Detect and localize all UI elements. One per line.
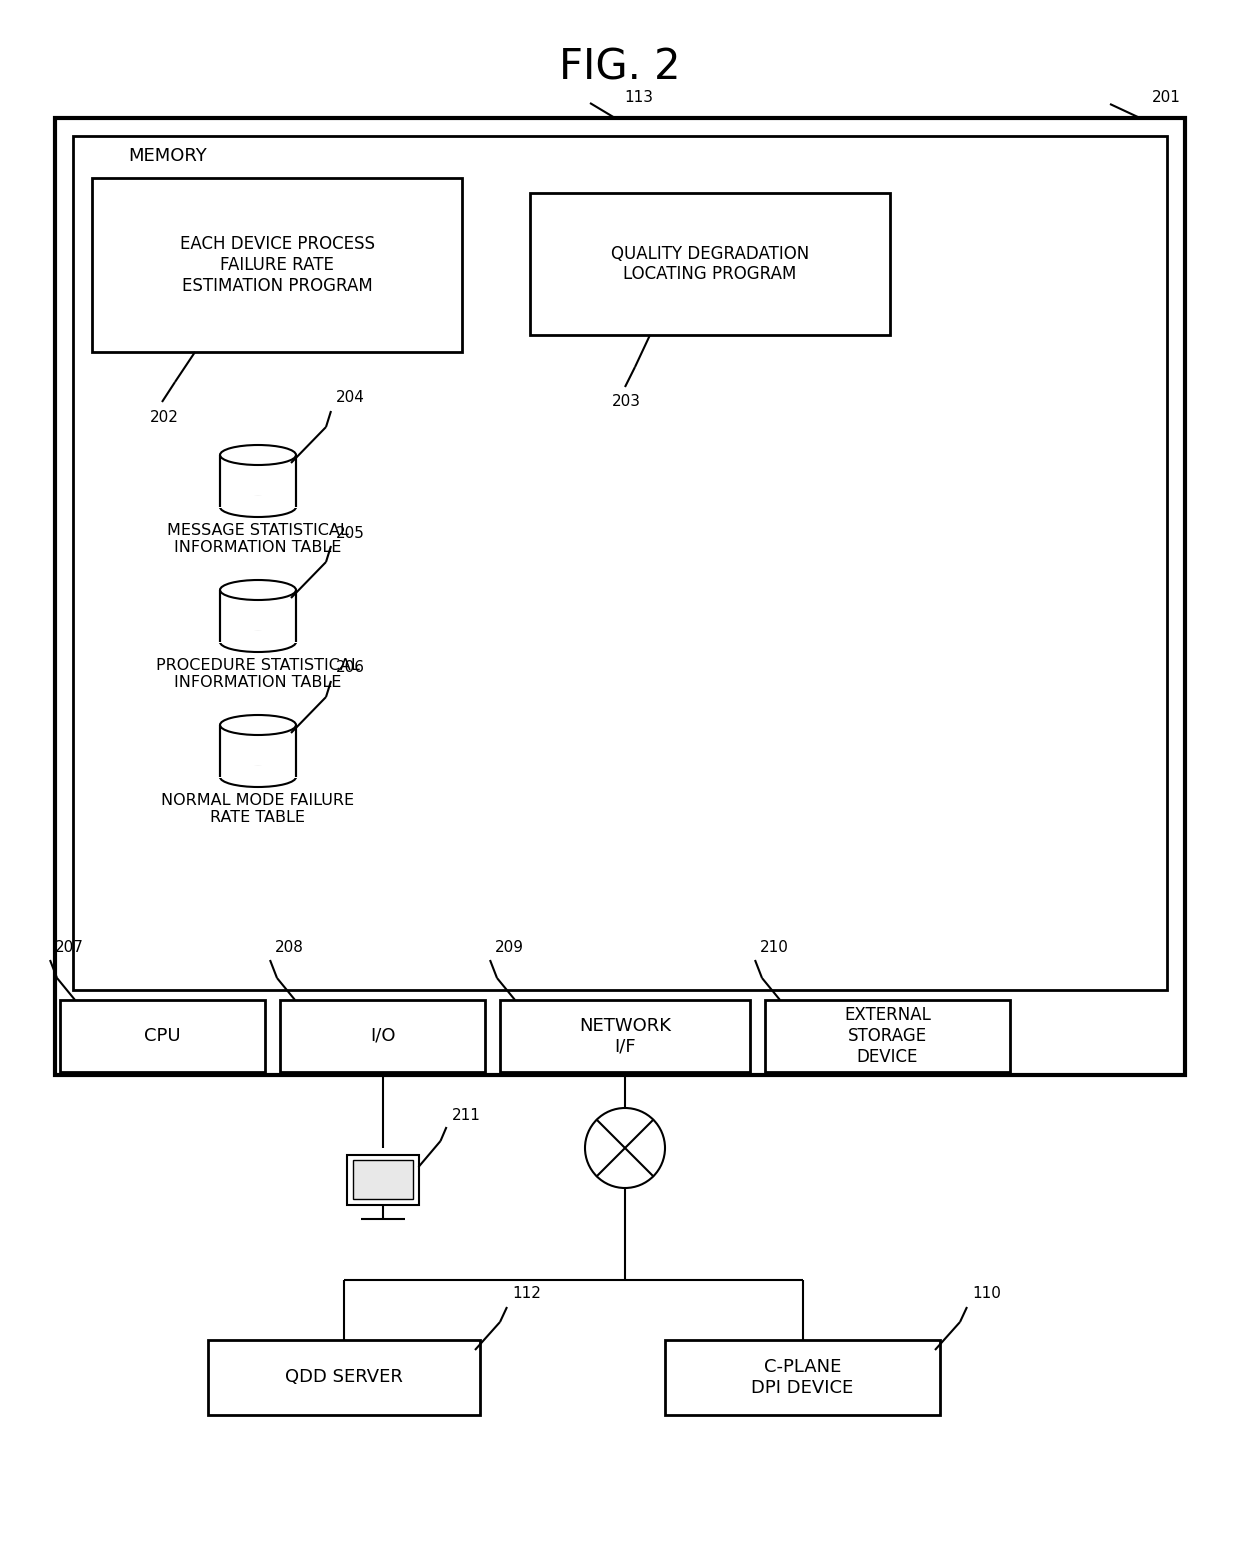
Ellipse shape bbox=[219, 445, 296, 465]
Bar bbox=[219, 766, 298, 778]
Ellipse shape bbox=[219, 579, 296, 600]
Bar bbox=[529, 193, 890, 335]
Text: 208: 208 bbox=[275, 940, 304, 955]
Text: 202: 202 bbox=[150, 409, 179, 424]
Text: EACH DEVICE PROCESS
FAILURE RATE
ESTIMATION PROGRAM: EACH DEVICE PROCESS FAILURE RATE ESTIMAT… bbox=[180, 235, 374, 294]
Bar bbox=[219, 496, 298, 507]
Text: I/O: I/O bbox=[370, 1027, 396, 1045]
Text: 211: 211 bbox=[451, 1107, 480, 1123]
Text: 206: 206 bbox=[336, 661, 365, 675]
Text: 201: 201 bbox=[1152, 91, 1180, 105]
Bar bbox=[219, 590, 296, 642]
Bar bbox=[219, 725, 296, 777]
Bar bbox=[219, 631, 298, 644]
Text: PROCEDURE STATISTICAL
INFORMATION TABLE: PROCEDURE STATISTICAL INFORMATION TABLE bbox=[156, 658, 360, 691]
Text: MESSAGE STATISTICAL
INFORMATION TABLE: MESSAGE STATISTICAL INFORMATION TABLE bbox=[167, 523, 348, 556]
Text: 203: 203 bbox=[613, 395, 641, 409]
Ellipse shape bbox=[219, 633, 296, 651]
Text: EXTERNAL
STORAGE
DEVICE: EXTERNAL STORAGE DEVICE bbox=[844, 1007, 931, 1066]
Text: NORMAL MODE FAILURE
RATE TABLE: NORMAL MODE FAILURE RATE TABLE bbox=[161, 792, 355, 825]
Bar bbox=[665, 1340, 940, 1416]
Text: 204: 204 bbox=[336, 390, 365, 406]
Bar bbox=[219, 456, 296, 507]
Ellipse shape bbox=[219, 716, 296, 734]
Bar bbox=[55, 117, 1185, 1074]
Bar bbox=[73, 136, 1167, 990]
Bar bbox=[765, 1001, 1011, 1073]
Text: CPU: CPU bbox=[144, 1027, 181, 1045]
Circle shape bbox=[585, 1109, 665, 1189]
Text: NETWORK
I/F: NETWORK I/F bbox=[579, 1016, 671, 1055]
Bar bbox=[346, 1156, 419, 1204]
Text: 110: 110 bbox=[972, 1287, 1001, 1301]
Text: C-PLANE
DPI DEVICE: C-PLANE DPI DEVICE bbox=[751, 1358, 853, 1397]
Ellipse shape bbox=[219, 767, 296, 788]
Ellipse shape bbox=[219, 496, 296, 517]
Text: 209: 209 bbox=[495, 940, 525, 955]
Bar bbox=[280, 1001, 485, 1073]
Bar bbox=[208, 1340, 480, 1416]
Text: 112: 112 bbox=[512, 1287, 541, 1301]
Text: 113: 113 bbox=[624, 89, 653, 105]
Text: QUALITY DEGRADATION
LOCATING PROGRAM: QUALITY DEGRADATION LOCATING PROGRAM bbox=[611, 244, 810, 283]
Bar bbox=[352, 1160, 413, 1200]
Text: MEMORY: MEMORY bbox=[128, 147, 207, 164]
Text: 207: 207 bbox=[55, 940, 84, 955]
Text: FIG. 2: FIG. 2 bbox=[559, 47, 681, 89]
Text: QDD SERVER: QDD SERVER bbox=[285, 1369, 403, 1386]
Text: 210: 210 bbox=[760, 940, 789, 955]
Bar bbox=[500, 1001, 750, 1073]
Bar bbox=[60, 1001, 265, 1073]
Bar bbox=[92, 179, 463, 352]
Text: 205: 205 bbox=[336, 526, 365, 540]
